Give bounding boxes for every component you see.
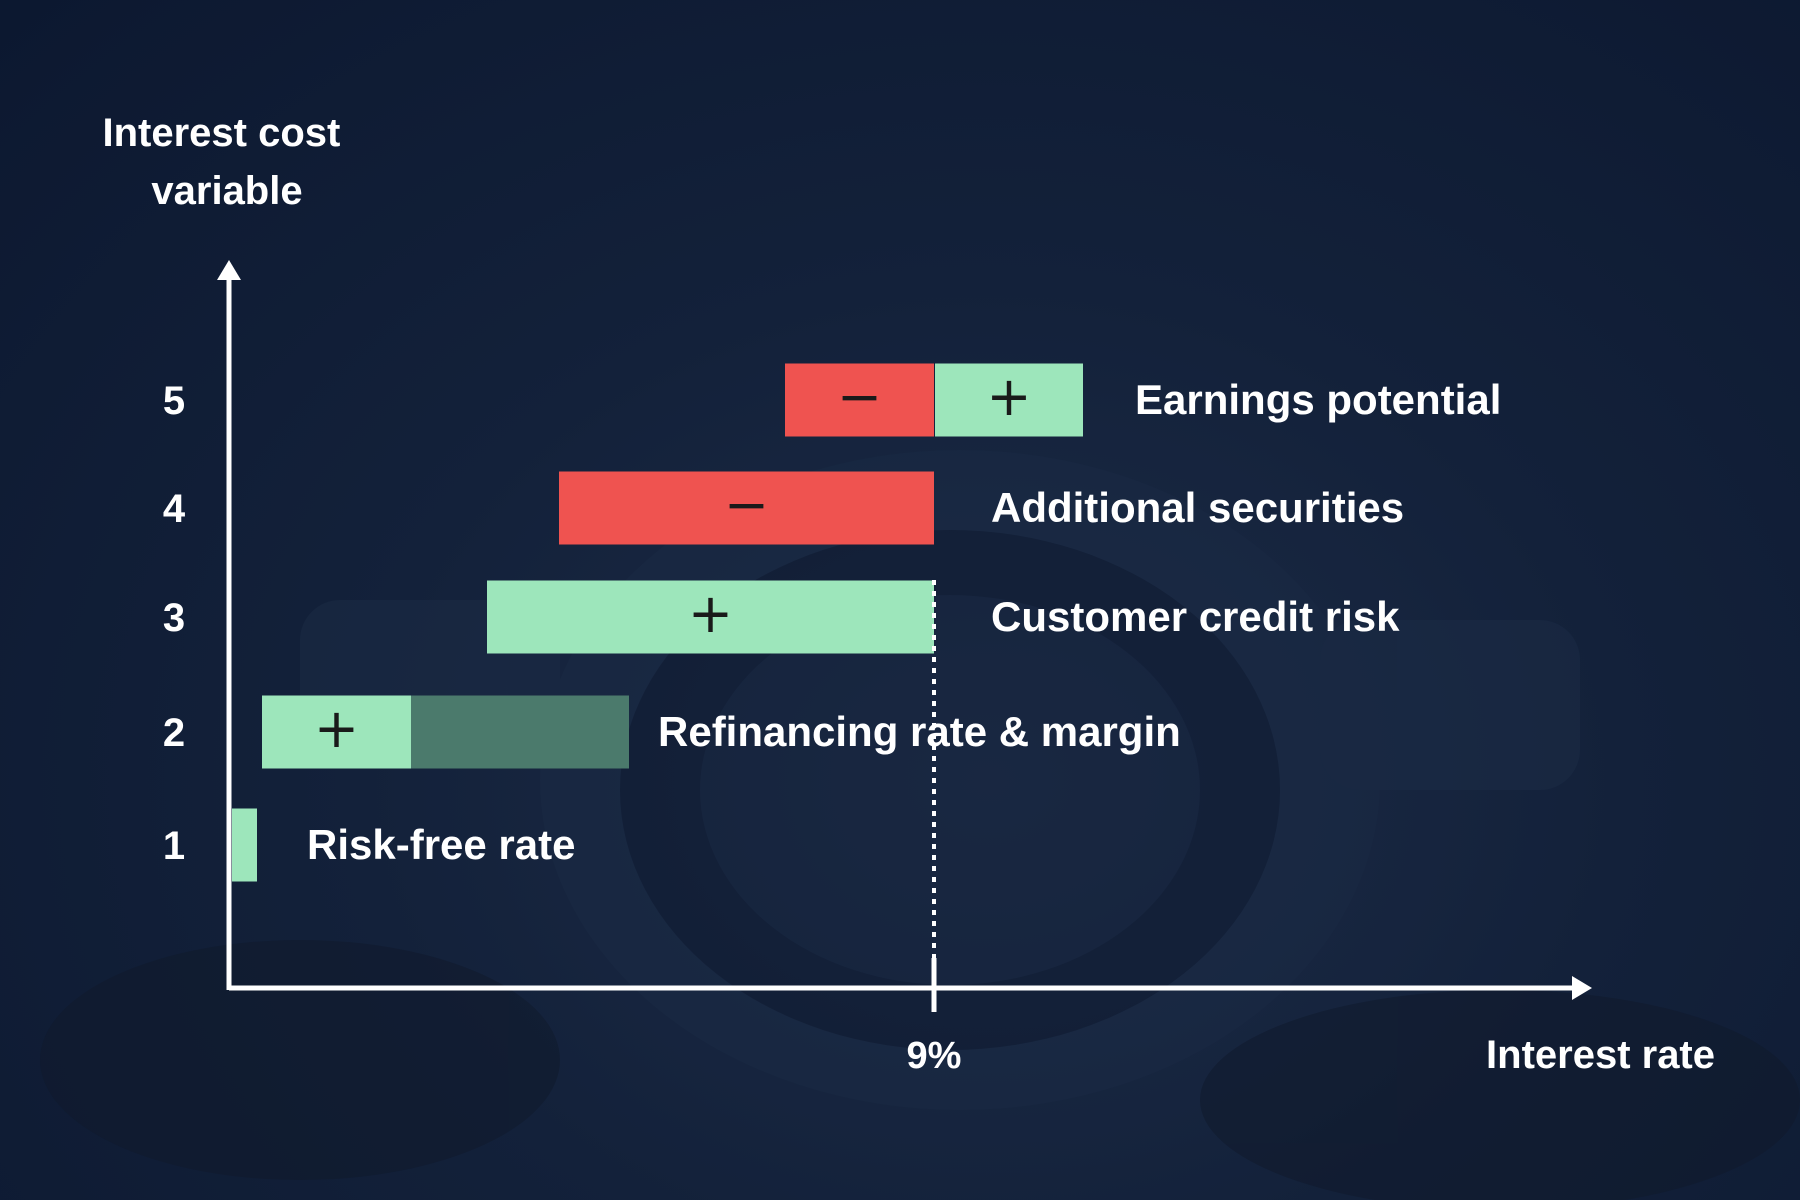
y-axis-title: Interest cost variable — [103, 111, 352, 213]
row-label: Customer credit risk — [991, 593, 1400, 640]
bar-segment-row-5-negative — [785, 363, 934, 437]
bar-segment-row-4-negative — [559, 471, 934, 545]
y-axis-title-line-1: Interest cost — [103, 111, 341, 155]
x-axis-title: Interest rate — [1486, 1033, 1715, 1077]
nine-percent-marker: 9% — [907, 580, 962, 1077]
plus-sign: + — [314, 697, 359, 760]
row-label: Earnings potential — [1135, 376, 1501, 423]
y-axis-title-line-2: variable — [151, 169, 302, 213]
bar-segment-row-3-positive — [487, 580, 934, 654]
bar-segment-row-5-positive — [935, 363, 1083, 437]
y-tick-label: 1 — [163, 824, 185, 868]
row-labels: Risk-free rate Refinancing rate & margin C… — [307, 376, 1501, 868]
axes — [217, 260, 1592, 1000]
minus-sign: − — [724, 473, 769, 536]
y-tick-label: 5 — [163, 379, 185, 423]
bar-segment-row-1-positive — [232, 808, 257, 882]
row-label: Additional securities — [991, 484, 1404, 531]
row-label: Refinancing rate & margin — [658, 708, 1181, 755]
bar-segment-row-2-positive — [262, 695, 411, 769]
y-tick-labels: 1 2 3 4 5 — [163, 379, 186, 868]
minus-sign: − — [837, 365, 882, 428]
bar-segment-row-2-positive-faded — [411, 695, 629, 769]
y-tick-label: 3 — [163, 596, 185, 640]
row-label: Risk-free rate — [307, 821, 575, 868]
background-watch-image — [40, 450, 1800, 1200]
y-tick-label: 2 — [163, 711, 185, 755]
plus-sign: + — [986, 365, 1031, 428]
marker-label: 9% — [907, 1035, 962, 1077]
y-axis-arrowhead — [217, 260, 241, 280]
bar-segments: + + − − + — [232, 363, 1083, 882]
plus-sign: + — [688, 582, 733, 645]
x-axis-arrowhead — [1572, 976, 1592, 1000]
y-tick-label: 4 — [163, 487, 186, 531]
